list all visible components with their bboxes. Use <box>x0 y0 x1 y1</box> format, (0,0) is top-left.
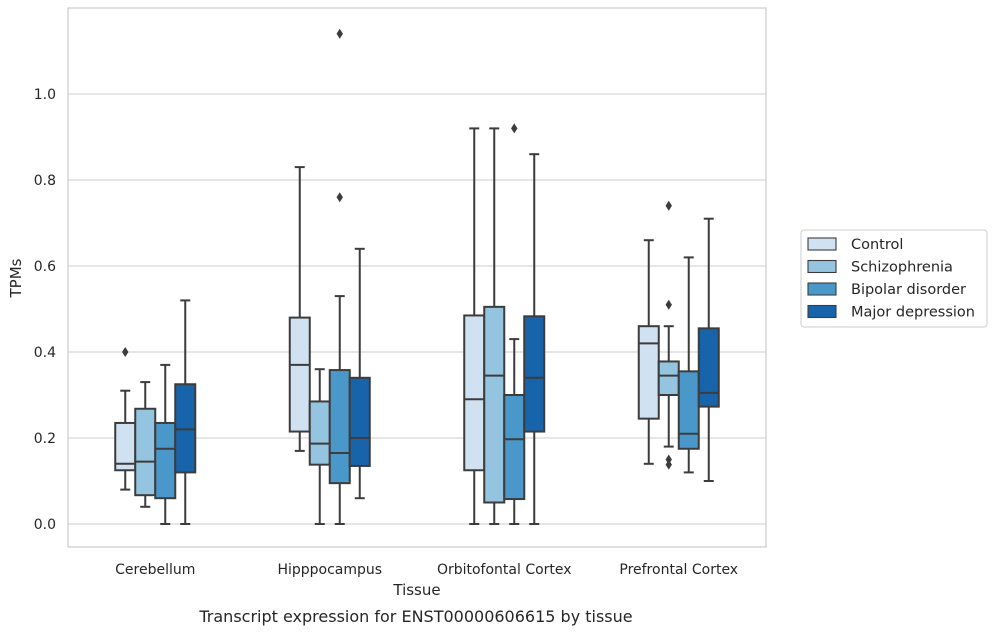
x-tick-labels: Cerebellum Hipppocampus Orbitofontal Corte… <box>115 562 738 578</box>
box-body <box>503 394 526 501</box>
legend-label: Schizophrenia <box>851 260 953 276</box>
box-body <box>328 369 351 485</box>
y-tick-label: 1.0 <box>34 87 56 103</box>
y-tick-label: 0.4 <box>34 345 56 361</box>
box-0-0 <box>114 347 137 491</box>
legend-swatch <box>807 237 837 251</box>
box-0-1 <box>134 381 157 508</box>
legend-label: Major depression <box>851 305 975 321</box>
box-body <box>697 327 720 408</box>
outlier-point <box>665 299 672 310</box>
boxplots <box>114 28 720 525</box>
box-1-0 <box>288 166 311 452</box>
box-2-0 <box>463 127 486 525</box>
legend-label: Bipolar disorder <box>851 282 966 298</box>
box-body <box>677 370 700 450</box>
y-tick-label: 0.2 <box>34 431 56 447</box>
x-tick-label: Orbitofontal Cortex <box>437 562 572 578</box>
y-axis-label: TPMs <box>7 258 25 298</box>
box-2-2 <box>503 123 526 525</box>
legend-swatch <box>807 282 837 296</box>
outlier-point <box>665 459 672 470</box>
legend-label: Control <box>851 237 903 253</box>
outlier-point <box>122 347 129 357</box>
box-3-1 <box>657 200 680 470</box>
box-body <box>174 383 197 474</box>
box-body <box>154 421 177 500</box>
x-tick-label: Hipppocampus <box>277 562 382 578</box>
box-body <box>134 407 157 497</box>
legend-frame <box>800 229 988 328</box>
box-body <box>348 376 371 467</box>
legend-swatch <box>807 259 837 274</box>
box-body <box>288 316 311 433</box>
outlier-point <box>665 200 672 211</box>
y-tick-label: 0.0 <box>34 517 56 533</box>
y-tick-label: 0.6 <box>34 259 56 275</box>
box-3-2 <box>677 256 700 474</box>
y-tick-label: 0.8 <box>34 173 56 189</box>
outlier-point <box>665 454 672 465</box>
x-tick-label: Cerebellum <box>115 562 195 578</box>
x-tick-label: Prefrontal Cortex <box>619 562 738 578</box>
box-body <box>523 315 546 433</box>
box-body <box>637 325 660 420</box>
figure-caption: Transcript expression for ENST0000060661… <box>198 607 632 626</box>
box-body <box>308 400 331 466</box>
box-3-3 <box>697 217 720 482</box>
plot-frame <box>67 7 767 548</box>
box-body <box>657 360 680 396</box>
box-0-3 <box>174 299 197 525</box>
outlier-point <box>511 123 518 134</box>
box-body <box>483 305 506 504</box>
legend: Control Schizophrenia Bipolar disorder Majo… <box>800 229 988 328</box>
box-1-3 <box>348 247 371 500</box>
box-body <box>463 314 486 472</box>
x-axis-label: Tissue <box>392 581 440 599</box>
y-tick-labels: 0.0 0.2 0.4 0.6 0.8 1.0 <box>34 87 56 533</box>
outlier-point <box>336 28 343 39</box>
legend-swatch <box>807 304 837 319</box>
box-2-3 <box>523 153 546 525</box>
outlier-point <box>336 192 343 203</box>
